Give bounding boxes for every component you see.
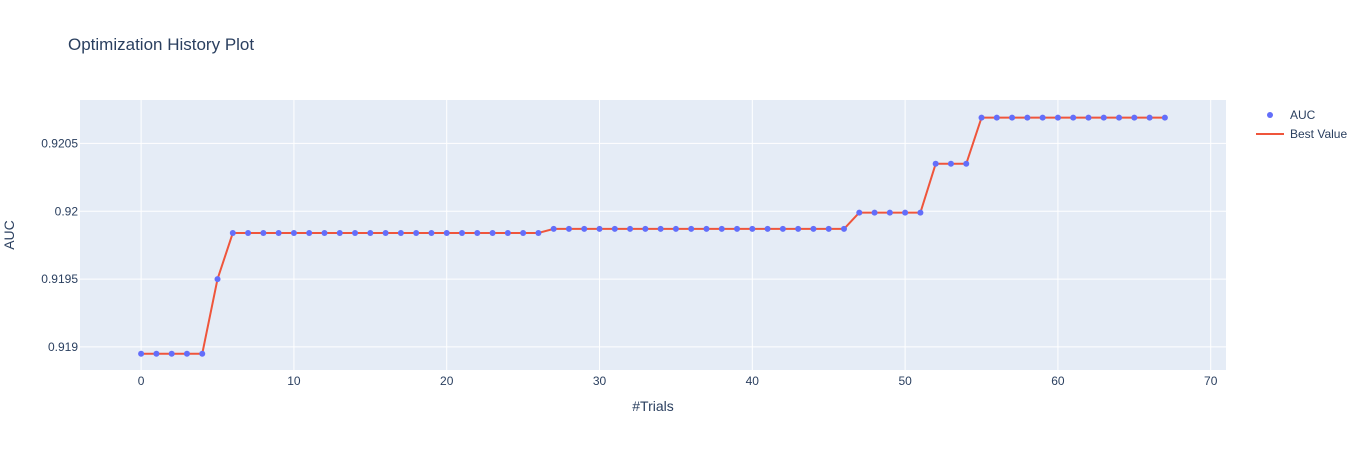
auc-point[interactable] (902, 209, 909, 216)
legend-item-best-value[interactable]: Best Value (1256, 127, 1347, 141)
x-tick-label: 10 (287, 374, 301, 388)
auc-point[interactable] (565, 225, 572, 232)
x-axis-ticks: 0 10 20 30 40 50 60 70 (138, 374, 1218, 388)
auc-point[interactable] (611, 225, 618, 232)
auc-point[interactable] (657, 225, 664, 232)
auc-point[interactable] (718, 225, 725, 232)
legend-item-auc[interactable]: AUC (1267, 108, 1316, 122)
auc-point[interactable] (138, 350, 145, 357)
auc-point[interactable] (688, 225, 695, 232)
auc-point[interactable] (1100, 114, 1107, 121)
legend-best-value-label: Best Value (1290, 127, 1347, 141)
auc-point[interactable] (795, 225, 802, 232)
auc-point[interactable] (672, 225, 679, 232)
auc-point[interactable] (260, 229, 267, 236)
auc-point[interactable] (779, 225, 786, 232)
legend[interactable]: AUC Best Value (1256, 108, 1347, 141)
y-tick-label: 0.92 (55, 204, 79, 218)
auc-point[interactable] (183, 350, 190, 357)
auc-point[interactable] (229, 229, 236, 236)
auc-point[interactable] (947, 160, 954, 167)
auc-point[interactable] (1116, 114, 1123, 121)
auc-point[interactable] (932, 160, 939, 167)
auc-point[interactable] (413, 229, 420, 236)
plot-area (80, 100, 1226, 370)
auc-point[interactable] (581, 225, 588, 232)
auc-point[interactable] (489, 229, 496, 236)
auc-point[interactable] (1039, 114, 1046, 121)
auc-point[interactable] (321, 229, 328, 236)
auc-point[interactable] (1161, 114, 1168, 121)
x-tick-label: 20 (440, 374, 454, 388)
auc-point[interactable] (443, 229, 450, 236)
auc-point[interactable] (474, 229, 481, 236)
auc-point[interactable] (397, 229, 404, 236)
auc-point[interactable] (504, 229, 511, 236)
auc-point[interactable] (382, 229, 389, 236)
x-tick-label: 50 (898, 374, 912, 388)
auc-point[interactable] (886, 209, 893, 216)
auc-point[interactable] (1085, 114, 1092, 121)
auc-point[interactable] (275, 229, 282, 236)
auc-point[interactable] (1009, 114, 1016, 121)
auc-point[interactable] (856, 209, 863, 216)
auc-point[interactable] (993, 114, 1000, 121)
legend-auc-marker-icon (1267, 112, 1273, 118)
auc-point[interactable] (168, 350, 175, 357)
y-axis-ticks: 0.919 0.9195 0.92 0.9205 (41, 136, 78, 354)
auc-series (138, 114, 1168, 357)
auc-point[interactable] (764, 225, 771, 232)
auc-point[interactable] (520, 229, 527, 236)
auc-point[interactable] (871, 209, 878, 216)
x-axis-title: #Trials (632, 398, 674, 414)
auc-point[interactable] (810, 225, 817, 232)
auc-point[interactable] (550, 225, 557, 232)
auc-point[interactable] (963, 160, 970, 167)
auc-point[interactable] (596, 225, 603, 232)
x-tick-label: 70 (1204, 374, 1218, 388)
auc-point[interactable] (245, 229, 252, 236)
x-tick-label: 0 (138, 374, 145, 388)
auc-point[interactable] (734, 225, 741, 232)
y-tick-label: 0.919 (48, 340, 78, 354)
auc-point[interactable] (627, 225, 634, 232)
x-tick-label: 30 (593, 374, 607, 388)
x-tick-label: 60 (1051, 374, 1065, 388)
auc-point[interactable] (749, 225, 756, 232)
auc-point[interactable] (1024, 114, 1031, 121)
auc-point[interactable] (703, 225, 710, 232)
auc-point[interactable] (428, 229, 435, 236)
auc-point[interactable] (978, 114, 985, 121)
auc-point[interactable] (1146, 114, 1153, 121)
auc-point[interactable] (367, 229, 374, 236)
auc-point[interactable] (841, 225, 847, 232)
auc-point[interactable] (199, 350, 206, 357)
auc-point[interactable] (306, 229, 313, 236)
chart-title: Optimization History Plot (68, 35, 254, 54)
auc-point[interactable] (535, 229, 542, 236)
auc-point[interactable] (459, 229, 465, 236)
auc-point[interactable] (642, 225, 649, 232)
legend-auc-label: AUC (1290, 108, 1316, 122)
auc-point[interactable] (917, 209, 924, 216)
auc-point[interactable] (153, 350, 160, 357)
y-axis-title: AUC (1, 220, 17, 250)
auc-point[interactable] (1054, 114, 1061, 121)
x-tick-label: 40 (746, 374, 760, 388)
auc-point[interactable] (336, 229, 343, 236)
y-tick-label: 0.9195 (41, 272, 78, 286)
auc-point[interactable] (290, 229, 297, 236)
auc-point[interactable] (214, 276, 221, 283)
auc-point[interactable] (825, 225, 832, 232)
y-tick-label: 0.9205 (41, 136, 78, 150)
grid-lines (80, 100, 1226, 370)
auc-point[interactable] (1070, 114, 1077, 121)
auc-point[interactable] (1131, 114, 1138, 121)
auc-point[interactable] (352, 229, 359, 236)
